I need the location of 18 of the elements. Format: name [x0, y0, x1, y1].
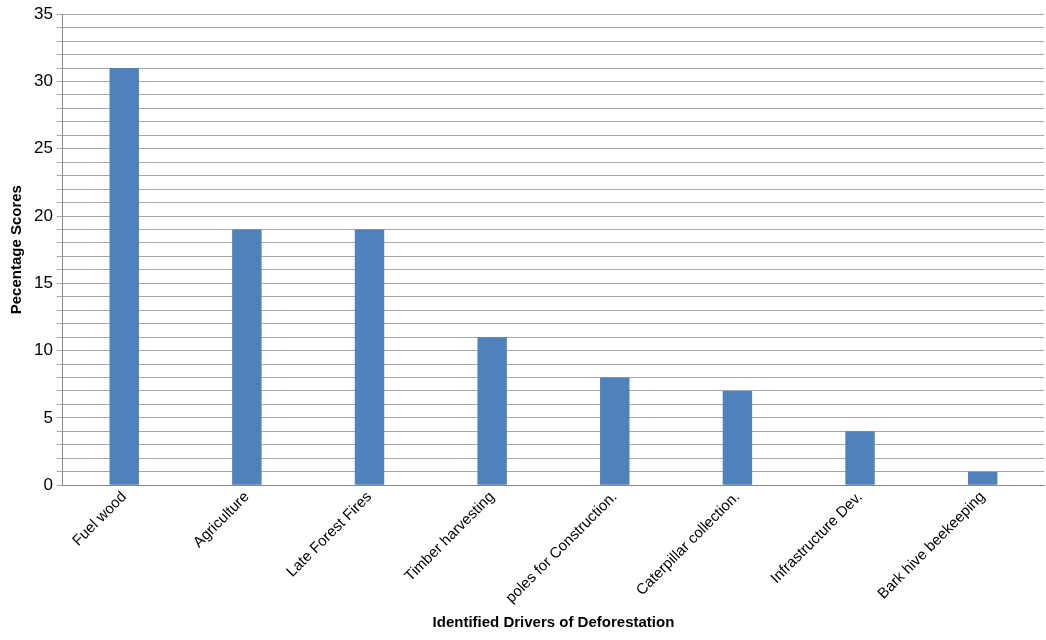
bar	[967, 471, 998, 485]
bar	[232, 229, 262, 485]
bar	[600, 377, 630, 485]
y-tick-label: 0	[43, 474, 53, 494]
y-tick-label: 5	[43, 407, 53, 427]
bar	[354, 229, 385, 485]
y-tick-label: 25	[33, 138, 53, 158]
x-axis-title: Identified Drivers of Deforestation	[432, 613, 675, 631]
bar	[845, 431, 875, 485]
y-tick-label: 15	[33, 273, 53, 292]
y-tick-label: 20	[33, 205, 53, 225]
y-tick-label: 30	[33, 71, 53, 91]
bar	[722, 390, 753, 485]
y-axis-title: Pecentage Scores	[7, 185, 25, 315]
y-tick-label: 10	[33, 340, 53, 360]
bar	[477, 337, 507, 485]
bar	[109, 68, 139, 485]
y-tick-label: 35	[33, 3, 53, 23]
